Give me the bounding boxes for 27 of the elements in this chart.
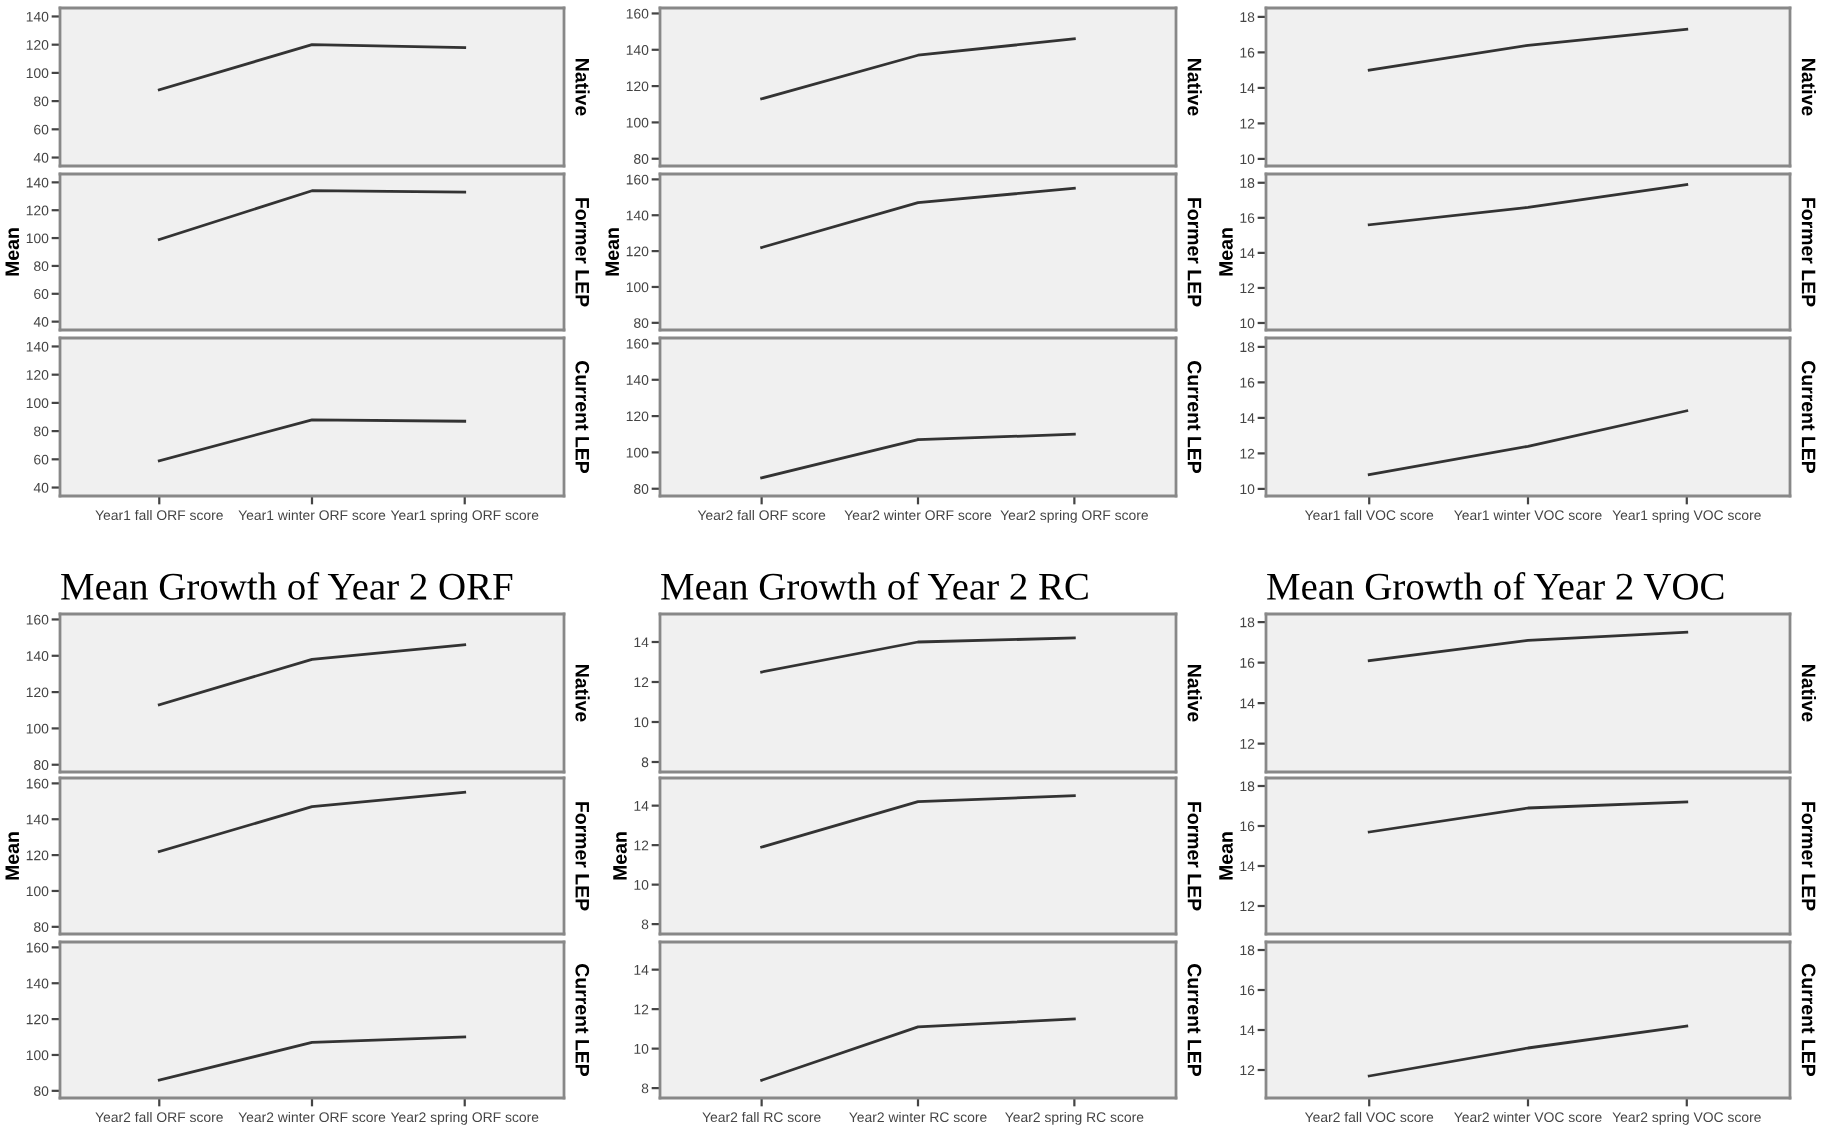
y2-axis-title: Current LEP — [575, 964, 590, 1077]
chart-title: Mean Growth of Year 2 VOC — [1267, 572, 1724, 600]
y2-axis-title: Current LEP — [1801, 964, 1816, 1077]
y2-axis-title: Current LEP — [1187, 964, 1202, 1077]
y-axis-title: Mean — [613, 832, 627, 880]
y2-axis-title: Native — [1187, 665, 1202, 722]
y2-axis-title: Native — [1801, 665, 1816, 722]
y2-axis-title: Native — [575, 59, 590, 116]
y-axis-title: Mean — [605, 228, 620, 276]
chart-title: Mean Growth of Year 2 RC — [661, 572, 1088, 600]
y2-axis-title: Current LEP — [1801, 361, 1816, 474]
chart-title: Mean Growth of Year 2 ORF — [61, 572, 513, 600]
y2-axis-title: Current LEP — [575, 361, 590, 474]
y2-axis-title: Former LEP — [1801, 198, 1816, 307]
y2-axis-title: Former LEP — [1187, 198, 1202, 307]
y2-axis-title: Current LEP — [1187, 361, 1202, 474]
y2-axis-title: Former LEP — [575, 802, 589, 911]
y2-axis-title: Former LEP — [575, 198, 589, 307]
y2-axis-title: Former LEP — [1187, 802, 1202, 911]
y-axis-title: Mean — [5, 228, 20, 276]
y2-axis-title: Native — [1187, 59, 1202, 116]
y-axis-title: Mean — [1219, 228, 1233, 276]
y-axis-title: Mean — [5, 832, 20, 880]
y2-axis-title: Native — [1801, 59, 1816, 116]
y2-axis-title: Native — [575, 665, 590, 722]
y-axis-title: Mean — [1219, 832, 1233, 880]
y2-axis-title: Former LEP — [1801, 802, 1816, 911]
